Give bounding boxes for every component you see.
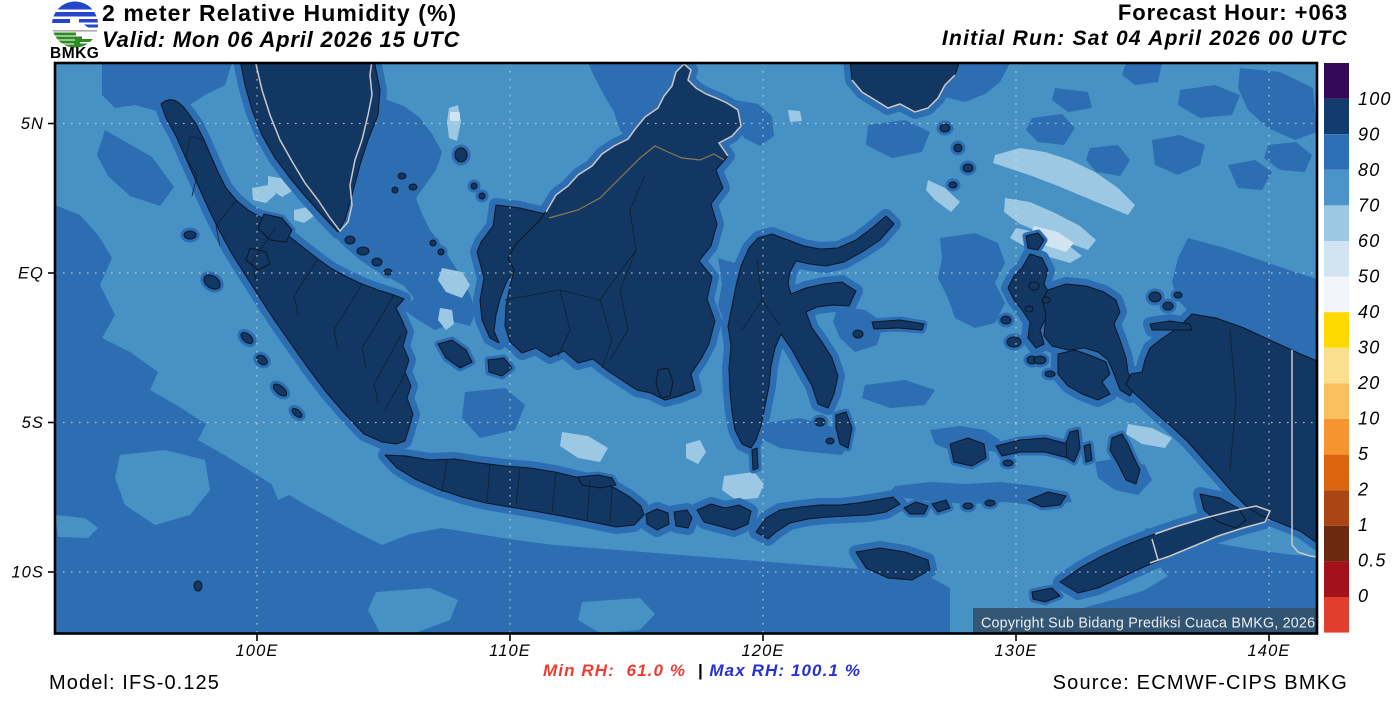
svg-text:140E: 140E (1248, 642, 1291, 660)
svg-text:30: 30 (1358, 338, 1380, 358)
svg-text:90: 90 (1358, 125, 1380, 145)
svg-text:5S: 5S (22, 414, 44, 432)
svg-text:10S: 10S (11, 564, 44, 582)
svg-text:70: 70 (1358, 196, 1380, 216)
svg-text:5N: 5N (21, 115, 44, 133)
svg-text:10: 10 (1358, 409, 1380, 429)
svg-text:100E: 100E (236, 642, 279, 660)
svg-text:5: 5 (1358, 444, 1369, 464)
svg-text:2: 2 (1357, 480, 1369, 500)
svg-text:110E: 110E (489, 642, 531, 660)
svg-text:Copyright Sub Bidang Prediksi: Copyright Sub Bidang Prediksi Cuaca BMKG… (981, 616, 1315, 632)
svg-text:EQ: EQ (18, 265, 44, 283)
svg-text:60: 60 (1358, 231, 1380, 251)
svg-text:40: 40 (1358, 302, 1380, 322)
svg-text:20: 20 (1357, 373, 1380, 393)
svg-text:130E: 130E (995, 642, 1038, 660)
svg-text:100: 100 (1358, 89, 1392, 109)
svg-text:1: 1 (1358, 515, 1369, 535)
svg-text:0: 0 (1358, 586, 1369, 606)
svg-text:80: 80 (1358, 160, 1380, 180)
svg-text:120E: 120E (742, 642, 785, 660)
svg-text:50: 50 (1358, 267, 1380, 287)
svg-text:0.5: 0.5 (1358, 551, 1387, 571)
